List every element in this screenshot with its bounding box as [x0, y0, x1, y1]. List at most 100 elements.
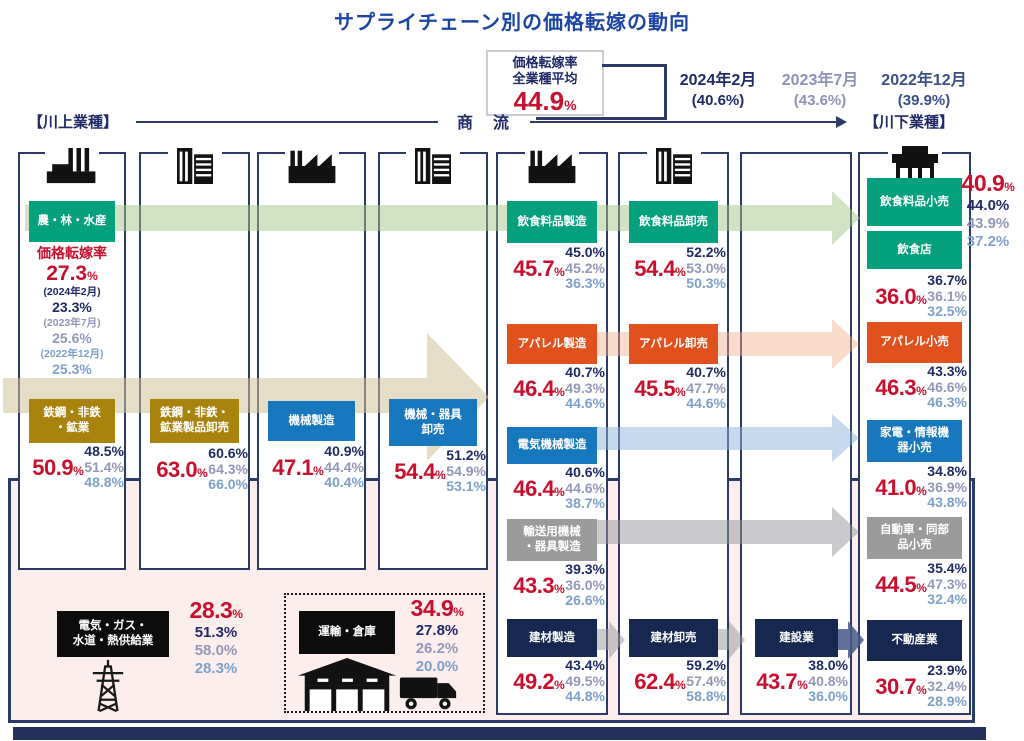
- rate-value: 25.6%: [52, 329, 92, 346]
- rate-current: 41.0%: [875, 474, 927, 500]
- rate-2024-02: 51.3%: [194, 624, 238, 642]
- industry-box: アパレル製造: [507, 324, 597, 364]
- survey-date-2022-12: 2022年12月 (39.9%): [881, 72, 967, 109]
- rate-current: 28.3%: [189, 597, 243, 623]
- rate-2022-12: 43.8%: [927, 494, 967, 511]
- rate-history: 40.7% 49.3% 44.6%: [565, 364, 605, 412]
- rate-history: 59.2% 57.4% 58.8%: [686, 657, 726, 705]
- rate-history: 36.7% 36.1% 32.5%: [927, 272, 967, 320]
- rate-2022-12: 58.8%: [686, 688, 726, 705]
- rate-2022-12: 50.3%: [686, 275, 726, 292]
- page-title: サプライチェーン別の価格転嫁の動向: [334, 12, 690, 34]
- rate-2022-12: 44.8%: [565, 688, 605, 705]
- rate-2022-12: 38.7%: [565, 495, 605, 512]
- rate-cluster: 50.9% 48.5% 51.4% 48.8%: [20, 443, 124, 491]
- rate-2022-12: 48.8%: [84, 474, 124, 491]
- rate-history: 34.8% 36.9% 43.8%: [927, 463, 967, 511]
- rate-2024-02: 38.0%: [808, 657, 848, 673]
- rate-current: 43.3%: [513, 572, 565, 598]
- rate-current: 49.2%: [513, 668, 565, 694]
- rate-2022-12: 37.2%: [966, 232, 1010, 250]
- building-icon: [406, 146, 460, 186]
- rate-history: 60.6% 64.3% 66.0%: [208, 445, 248, 493]
- rate-current: 34.9%: [410, 595, 464, 621]
- rate-current: 46.4%: [513, 375, 565, 401]
- rate-2022-12: 66.0%: [208, 476, 248, 493]
- base-bar: [13, 727, 986, 740]
- rate-2024-02: 40.7%: [686, 364, 726, 380]
- rate-history: 38.0% 40.8% 36.0%: [808, 657, 848, 705]
- warehouse-icon: [297, 655, 397, 712]
- rate-cluster: 49.2% 43.4% 49.5% 44.8%: [499, 657, 605, 705]
- building-icon: [647, 146, 701, 186]
- survey-date-2023-07: 2023年7月 (43.6%): [781, 72, 859, 109]
- industry-box: 輸送用機械 ・器具製造: [507, 519, 597, 561]
- average-rate-value: 44.9%: [513, 85, 577, 116]
- rate-2024-02: 52.2%: [686, 244, 726, 260]
- rate-2023-07: 32.4%: [927, 677, 967, 694]
- rate-2024-02: 39.3%: [565, 561, 605, 577]
- callout-line2: 全業種平均: [512, 71, 578, 87]
- rate-cluster: 45.7% 45.0% 45.2% 36.3%: [499, 244, 605, 292]
- rate-2023-07: 47.3%: [927, 575, 967, 592]
- factory-chimney-icon: [45, 146, 99, 186]
- industry-box: 建材製造: [507, 619, 597, 657]
- rate-2023-07: 44.4%: [324, 458, 364, 475]
- rate-current: 54.4%: [634, 255, 686, 281]
- rate-cluster: 46.3% 43.3% 46.6% 46.3%: [861, 363, 967, 411]
- rate-2023-07: 47.7%: [686, 379, 726, 396]
- rate-current: 50.9%: [32, 454, 84, 480]
- rate-2024-02: 44.0%: [966, 197, 1010, 215]
- industry-box: 農・林・水産: [29, 201, 115, 242]
- rate-history: 43.3% 46.6% 46.3%: [927, 363, 967, 411]
- rate-2022-12: 32.4%: [927, 591, 967, 608]
- rate-2022-12: 53.1%: [446, 478, 486, 495]
- flow-arrowhead-food-chain-icon: [832, 191, 860, 245]
- rate-cluster: 45.5% 40.7% 47.7% 44.6%: [621, 364, 726, 412]
- industry-box: 自動車・同部 品小売: [867, 517, 962, 559]
- rate-2022-12: 32.5%: [927, 303, 967, 320]
- rate-cluster: 43.7% 38.0% 40.8% 36.0%: [744, 657, 848, 705]
- industry-box: 機械製造: [268, 401, 355, 441]
- rate-label: 価格転嫁率: [37, 245, 107, 261]
- rate-history: 40.6% 44.6% 38.7%: [565, 464, 605, 512]
- rate-2023-07: 26.2%: [415, 639, 459, 657]
- rate-current: 45.7%: [513, 255, 565, 281]
- flow-arrowhead-electric-chain-icon: [832, 414, 859, 462]
- rate-2023-07: 54.9%: [446, 462, 486, 479]
- rate-cluster: 62.4% 59.2% 57.4% 58.8%: [621, 657, 726, 705]
- truck-icon: [398, 669, 458, 714]
- rate-cluster: 34.9% 27.8% 26.2% 20.0%: [396, 595, 478, 675]
- rate-2024-02: 43.3%: [927, 363, 967, 379]
- rate-2022-12: 46.3%: [927, 394, 967, 411]
- flow-arrowhead-kenzai-1-icon: [609, 621, 625, 659]
- rate-2022-12: 26.6%: [565, 592, 605, 609]
- downstream-label: 【川下業種】: [864, 114, 955, 131]
- rate-2023-07: 44.6%: [565, 479, 605, 496]
- transport-dotted-frame: [284, 593, 485, 713]
- rate-2023-07: 58.0%: [194, 641, 238, 659]
- rate-cluster: 44.5% 35.4% 47.3% 32.4%: [861, 560, 967, 608]
- rate-2023-07: 36.9%: [927, 478, 967, 495]
- rate-2024-02: 40.9%: [324, 443, 364, 459]
- industry-box: 建材卸売: [629, 619, 718, 657]
- rate-date-label: (2022年12月): [40, 347, 104, 360]
- rate-history: 45.0% 45.2% 36.3%: [565, 244, 605, 292]
- rate-cluster: 41.0% 34.8% 36.9% 43.8%: [861, 463, 967, 511]
- rate-2024-02: 40.7%: [565, 364, 605, 380]
- rate-history: 23.9% 32.4% 28.9%: [927, 662, 967, 710]
- rate-current: 54.4%: [394, 458, 446, 484]
- rate-cluster: 46.4% 40.6% 44.6% 38.7%: [499, 464, 605, 512]
- flow-arrowhead-icon: [836, 116, 847, 128]
- rate-history: 43.4% 49.5% 44.8%: [565, 657, 605, 705]
- upstream-label: 【川上業種】: [28, 114, 119, 131]
- rate-2022-12: 40.4%: [324, 474, 364, 491]
- rate-2023-07: 49.3%: [565, 379, 605, 396]
- rate-current: 44.5%: [875, 571, 927, 597]
- rate-cluster: 63.0% 60.6% 64.3% 66.0%: [142, 445, 248, 493]
- rate-history: 51.2% 54.9% 53.1%: [446, 447, 486, 495]
- flow-arrowhead-kenzai-2-icon: [729, 621, 745, 659]
- rate-cluster: 28.3% 51.3% 58.0% 28.3%: [172, 597, 260, 677]
- rate-current: 46.3%: [875, 374, 927, 400]
